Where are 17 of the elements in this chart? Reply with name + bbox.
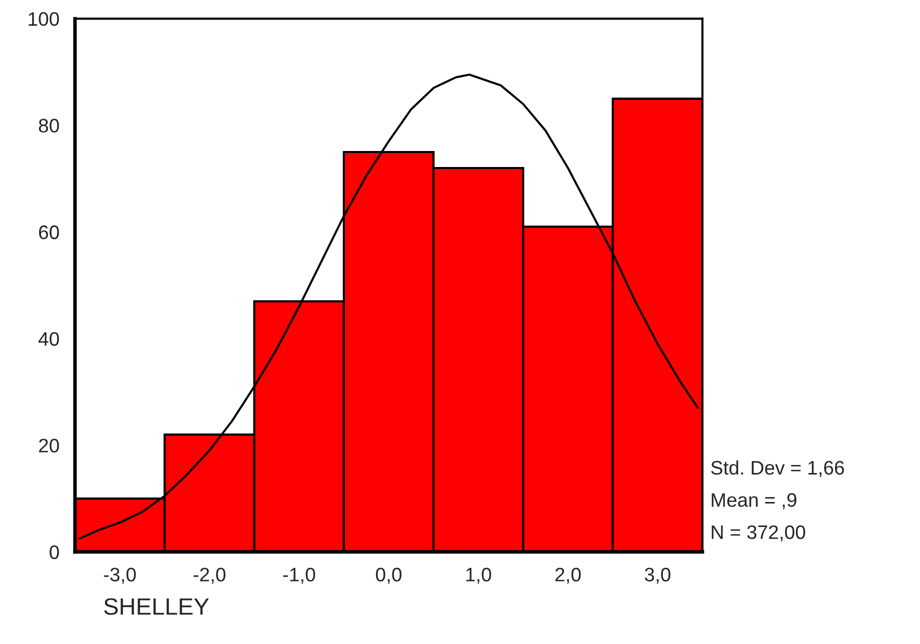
x-tick-label: -2,0 bbox=[194, 568, 226, 584]
text: Mean = ,9 bbox=[712, 493, 796, 510]
y-tick-label: 20 bbox=[39, 438, 59, 452]
y-tick-label: 80 bbox=[38, 118, 59, 133]
y-tick-label: 60 bbox=[39, 225, 59, 240]
text: Std. Dev = 1,66 bbox=[711, 460, 844, 477]
text: N = 372,00 bbox=[712, 525, 806, 542]
x-tick-label: -1,0 bbox=[283, 568, 316, 584]
x-tick-label: 1,0 bbox=[466, 568, 492, 584]
y-tick-label: 40 bbox=[38, 332, 59, 346]
x-tick-label: 2,0 bbox=[555, 568, 581, 584]
y-tick-label: 0 bbox=[50, 545, 59, 560]
x-tick-label: 0,0 bbox=[376, 568, 402, 584]
x-axis-title: SHELLEY bbox=[104, 598, 209, 615]
y-tick-label: 100 bbox=[28, 12, 59, 26]
x-tick-label: -3,0 bbox=[104, 568, 136, 584]
x-tick-label: 3,0 bbox=[644, 568, 670, 584]
